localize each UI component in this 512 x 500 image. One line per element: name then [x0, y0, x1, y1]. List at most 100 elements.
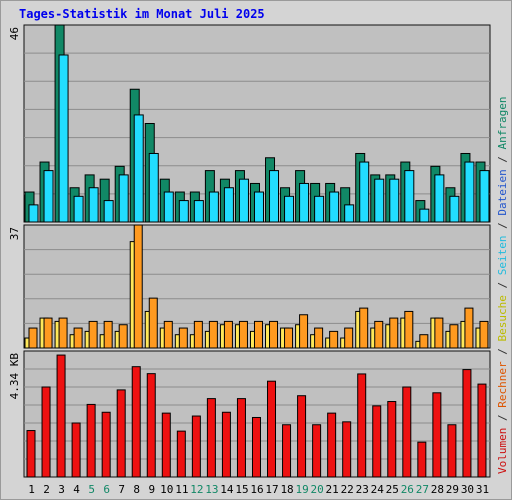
volumen-bar [282, 424, 292, 478]
seiten-bar [434, 174, 445, 223]
x-tick-label: 7 [118, 483, 125, 496]
seiten-bar [133, 114, 144, 223]
volumen-bar [206, 398, 216, 478]
seiten-bar [464, 161, 475, 223]
rechner-bar [329, 330, 339, 349]
seiten-bar [269, 170, 280, 223]
rechner-bar [419, 334, 429, 349]
y-max-label-bottom: 4.34 KB [8, 353, 21, 400]
seiten-bar [374, 178, 385, 223]
rechner-bar [404, 310, 414, 349]
rechner-bar [314, 327, 324, 349]
volumen-bar [387, 401, 397, 478]
rechner-bar [464, 307, 474, 349]
volumen-bar [116, 389, 126, 478]
volumen-bar [146, 373, 156, 478]
x-tick-label: 30 [461, 483, 474, 496]
rechner-bar [178, 327, 188, 349]
rechner-bar [434, 317, 444, 349]
x-tick-label: 22 [341, 483, 354, 496]
rechner-bar [88, 320, 98, 349]
volumen-bar [417, 441, 427, 478]
volumen-bar [297, 395, 307, 478]
seiten-bar [223, 187, 234, 223]
volumen-bar [357, 373, 367, 478]
x-tick-label: 21 [326, 483, 339, 496]
legend-item-dateien: Dateien [496, 169, 509, 216]
x-tick-label: 10 [160, 483, 173, 496]
seiten-bar [238, 178, 249, 223]
x-tick-label: 2 [43, 483, 50, 496]
x-tick-label: 1 [28, 483, 35, 496]
seiten-bar [449, 195, 460, 223]
x-tick-label: 3 [58, 483, 65, 496]
rechner-bar [193, 320, 203, 349]
x-tick-label: 27 [416, 483, 429, 496]
seiten-bar [88, 187, 99, 223]
seiten-bar [314, 195, 325, 223]
seiten-bar [299, 182, 310, 223]
volumen-bar [26, 430, 36, 478]
volumen-bar [161, 412, 171, 478]
volumen-bar [191, 415, 201, 478]
seiten-bar [43, 170, 54, 223]
volumen-bar [327, 412, 337, 478]
seiten-bar [389, 178, 400, 223]
seiten-bar [253, 191, 264, 223]
volumen-bar [447, 424, 457, 478]
volumen-bar [251, 416, 261, 478]
rechner-bar [43, 317, 53, 349]
x-tick-label: 19 [295, 483, 308, 496]
x-tick-label: 24 [371, 483, 385, 496]
seiten-bar [118, 174, 129, 223]
x-tick-label: 29 [446, 483, 459, 496]
seiten-bar [148, 152, 159, 223]
volumen-bar [86, 403, 96, 478]
seiten-bar [419, 208, 430, 223]
volumen-bar [372, 405, 382, 478]
rechner-bar [389, 317, 399, 349]
seiten-bar [208, 191, 219, 223]
volumen-bar [267, 380, 277, 478]
seiten-bar [404, 170, 415, 223]
volumen-bar [462, 369, 472, 478]
seiten-bar [58, 54, 69, 223]
legend-separator: / [496, 149, 509, 170]
volumen-bar [402, 386, 412, 478]
seiten-bar [329, 191, 340, 223]
legend-separator: / [496, 275, 509, 296]
seiten-bar [28, 204, 39, 223]
legend-item-volumen: Volumen [496, 427, 509, 474]
x-tick-label: 12 [190, 483, 203, 496]
x-tick-label: 31 [476, 483, 489, 496]
seiten-bar [103, 200, 114, 223]
seiten-bar [73, 195, 84, 223]
seiten-bar [284, 195, 295, 223]
legend-separator: / [496, 215, 509, 236]
rechner-bar [374, 320, 384, 349]
x-tick-label: 18 [280, 483, 293, 496]
rechner-bar [133, 224, 143, 349]
rechner-bar [238, 320, 248, 349]
x-tick-label: 14 [220, 483, 234, 496]
x-tick-label: 26 [401, 483, 414, 496]
x-tick-label: 28 [431, 483, 444, 496]
x-tick-label: 15 [235, 483, 248, 496]
volumen-bar [432, 392, 442, 478]
volumen-bar [312, 424, 322, 478]
rechner-bar [299, 314, 309, 349]
legend-item-besuche: Besuche [496, 295, 509, 342]
seiten-bar [178, 200, 189, 223]
rechner-bar [223, 320, 233, 349]
x-tick-label: 25 [386, 483, 399, 496]
legend: Volumen / Rechner / Besuche / Seiten / D… [494, 96, 512, 474]
volumen-bar [101, 411, 111, 478]
volumen-bar [131, 366, 141, 478]
seiten-bar [479, 170, 490, 223]
rechner-bar [73, 327, 83, 349]
volumen-bar [236, 398, 246, 478]
seiten-bar [163, 191, 174, 223]
seiten-bar [359, 161, 370, 223]
rechner-bar [284, 327, 294, 349]
